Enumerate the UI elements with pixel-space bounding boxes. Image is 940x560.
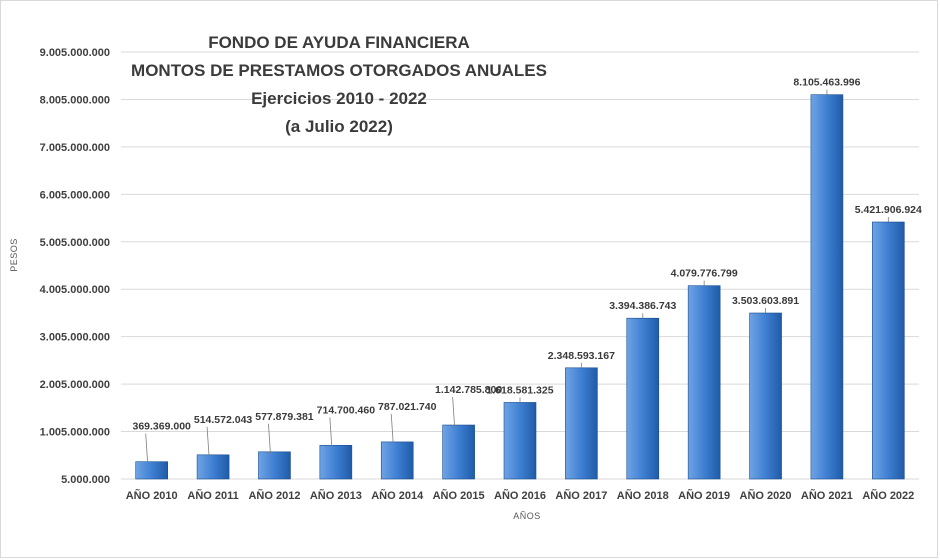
- bar: [687, 285, 721, 480]
- x-tick-label: AÑO 2013: [310, 489, 362, 502]
- bar: [749, 312, 782, 480]
- gridlines: [121, 51, 919, 480]
- y-tick-label: 5.005.000.000: [40, 237, 110, 249]
- x-axis-tick-labels: AÑO 2010 AÑO 2011 AÑO 2012 AÑO 2013 AÑO 2014…: [126, 489, 915, 502]
- x-tick-label: AÑO 2016: [494, 489, 546, 502]
- data-label: 1.618.581.325: [486, 384, 553, 396]
- bar: [380, 441, 414, 480]
- x-tick-label: AÑO 2011: [187, 489, 238, 502]
- leader-line: [390, 413, 394, 444]
- x-tick-label: AÑO 2019: [678, 489, 730, 502]
- x-tick-label: AÑO 2021: [801, 489, 853, 502]
- y-tick-label: 3.005.000.000: [40, 332, 110, 344]
- leader-line: [329, 417, 333, 448]
- chart-title: FONDO DE AYUDA FINANCIERA MONTOS DE PRES…: [131, 33, 547, 136]
- x-tick-label: AÑO 2020: [740, 489, 792, 502]
- x-axis-title: AÑOS: [513, 511, 541, 521]
- data-label: 577.879.381: [255, 411, 314, 423]
- y-axis-title: PESOS: [9, 238, 19, 272]
- data-label: 1.142.785.800: [435, 384, 502, 396]
- bar: [196, 454, 230, 480]
- leader-line: [452, 396, 456, 428]
- bar: [135, 461, 168, 480]
- x-tick-label: AÑO 2018: [617, 489, 669, 502]
- y-tick-label: 5.000.000: [61, 474, 110, 486]
- data-label: 714.700.460: [317, 404, 376, 416]
- data-label: 2.348.593.167: [548, 350, 615, 362]
- y-axis-tick-labels: 5.000.000 1.005.000.000 2.005.000.000 3.005…: [40, 47, 110, 486]
- bar: [442, 424, 475, 480]
- data-label: 4.079.776.799: [671, 268, 738, 280]
- data-label: 8.105.463.996: [793, 77, 860, 89]
- data-label: 3.503.603.891: [732, 295, 799, 307]
- x-tick-label: AÑO 2012: [248, 489, 300, 502]
- data-label: 5.421.906.924: [855, 204, 922, 216]
- x-tick-label: AÑO 2017: [555, 489, 607, 502]
- data-label: 369.369.000: [132, 421, 191, 433]
- x-tick-label: AÑO 2015: [433, 489, 485, 502]
- bar: [503, 402, 537, 480]
- leader-line: [145, 433, 149, 464]
- bar: [872, 221, 905, 480]
- data-label-leaders: [145, 89, 889, 464]
- data-label: 514.572.043: [194, 414, 253, 426]
- y-tick-label: 8.005.000.000: [40, 94, 110, 106]
- data-label: 787.021.740: [378, 401, 437, 413]
- y-tick-label: 9.005.000.000: [40, 47, 110, 59]
- data-label: 3.394.386.743: [609, 300, 676, 312]
- y-tick-label: 4.005.000.000: [40, 284, 110, 296]
- leader-line: [206, 426, 210, 457]
- bar: [258, 451, 291, 480]
- x-tick-label: AÑO 2010: [126, 489, 178, 502]
- bar: [810, 94, 844, 480]
- bar: [319, 445, 353, 480]
- y-tick-label: 7.005.000.000: [40, 142, 110, 154]
- bar: [626, 317, 660, 480]
- chart-title-line-1: FONDO DE AYUDA FINANCIERA: [208, 33, 470, 52]
- chart-title-line-4: (a Julio 2022): [285, 117, 393, 136]
- bar: [565, 367, 598, 480]
- chart-title-line-3: Ejercicios 2010 - 2022: [251, 89, 427, 108]
- leader-line: [268, 423, 271, 454]
- x-tick-label: AÑO 2022: [862, 489, 914, 502]
- chart-title-line-2: MONTOS DE PRESTAMOS OTORGADOS ANUALES: [131, 61, 547, 80]
- y-tick-label: 2.005.000.000: [40, 379, 110, 391]
- x-tick-label: AÑO 2014: [371, 489, 424, 502]
- y-tick-label: 1.005.000.000: [40, 427, 110, 439]
- y-tick-label: 6.005.000.000: [40, 189, 110, 201]
